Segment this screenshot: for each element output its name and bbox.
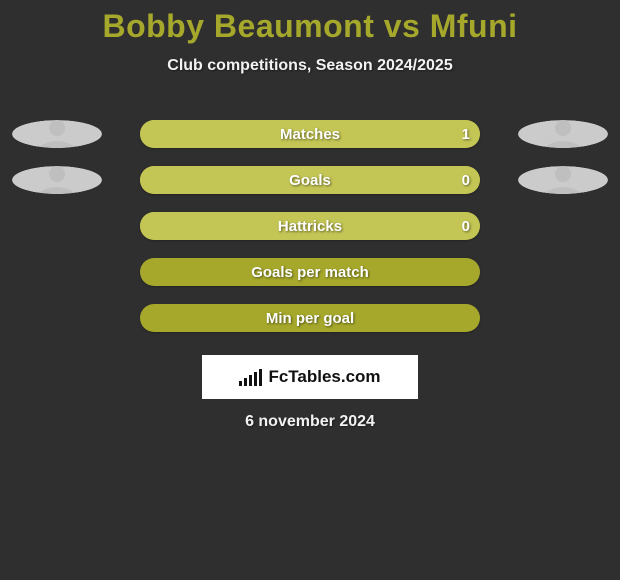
- stat-bar-fill-right: [140, 166, 480, 194]
- stat-row: Matches1: [0, 111, 620, 157]
- stat-label: Min per goal: [140, 304, 480, 332]
- stat-bar: Matches1: [140, 120, 480, 148]
- page-title: Bobby Beaumont vs Mfuni: [0, 0, 620, 45]
- avatar-right: [518, 120, 608, 148]
- stat-label: Goals per match: [140, 258, 480, 286]
- avatar-left: [12, 120, 102, 148]
- stat-row: Goals per match: [0, 249, 620, 295]
- stat-bar: Hattricks0: [140, 212, 480, 240]
- stat-rows: Matches1 Goals0 Hattricks0 Goals per match…: [0, 111, 620, 341]
- stat-row: Min per goal: [0, 295, 620, 341]
- avatar-left: [12, 166, 102, 194]
- stat-bar: Goals per match: [140, 258, 480, 286]
- avatar-right: [518, 166, 608, 194]
- stat-row: Hattricks0: [0, 203, 620, 249]
- stat-bar: Goals0: [140, 166, 480, 194]
- stat-bar-fill-right: [140, 120, 480, 148]
- brand-rest: Tables.com: [288, 367, 380, 386]
- brand-bars-icon: [239, 368, 262, 386]
- stat-bar-fill-right: [140, 212, 480, 240]
- brand-text: FcTables.com: [268, 367, 380, 387]
- stat-row: Goals0: [0, 157, 620, 203]
- stat-bar: Min per goal: [140, 304, 480, 332]
- comparison-card: Bobby Beaumont vs Mfuni Club competition…: [0, 0, 620, 580]
- snapshot-date: 6 november 2024: [0, 413, 620, 431]
- brand-prefix: Fc: [268, 367, 288, 386]
- brand-badge: FcTables.com: [202, 355, 418, 399]
- page-subtitle: Club competitions, Season 2024/2025: [0, 57, 620, 75]
